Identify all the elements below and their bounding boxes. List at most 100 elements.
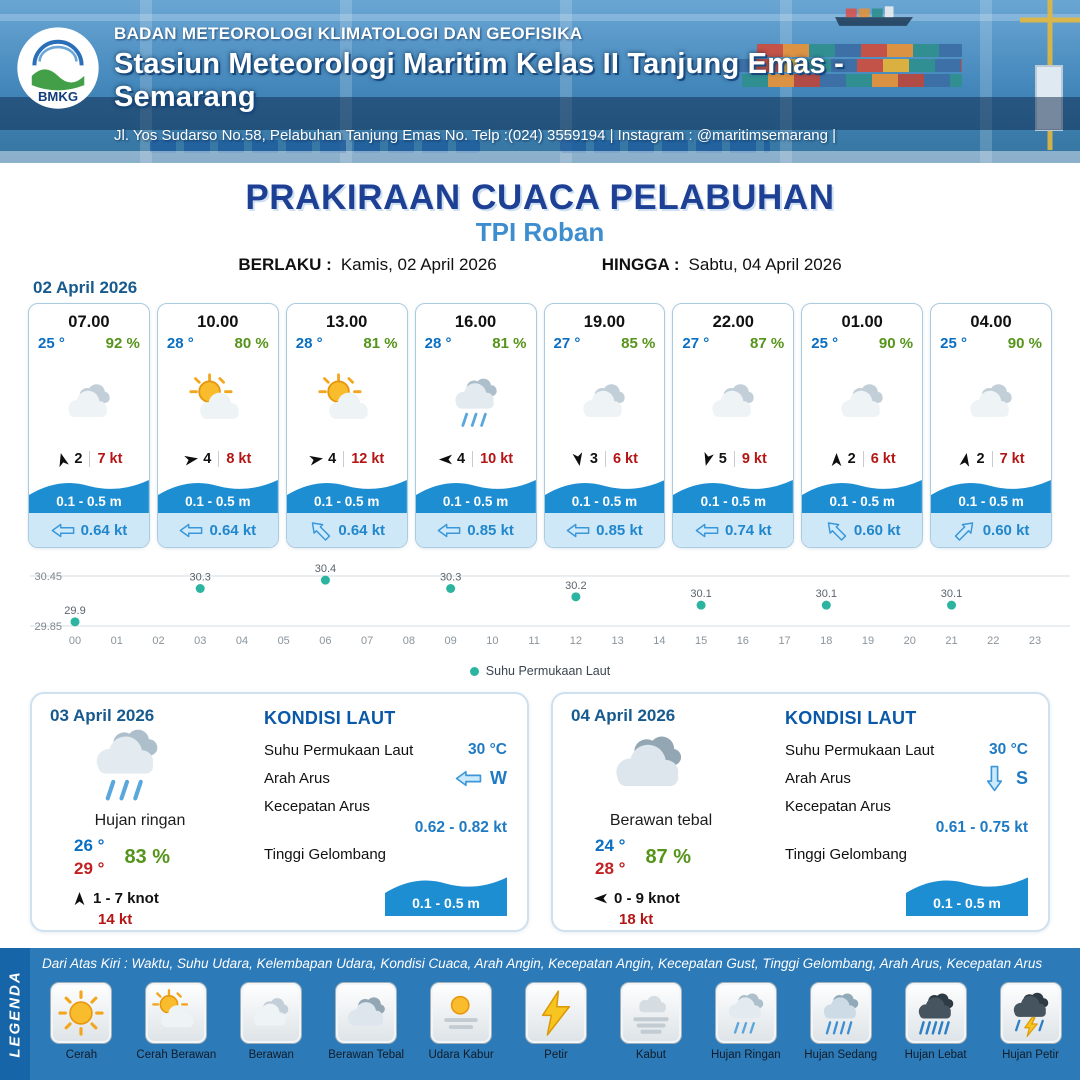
legend-weather-icon xyxy=(809,982,872,1044)
wind-speed: 4 xyxy=(203,451,212,467)
svg-text:12: 12 xyxy=(570,635,582,647)
current-direction-icon xyxy=(695,523,719,538)
svg-text:00: 00 xyxy=(69,635,81,647)
current-row: 0.74 kt xyxy=(673,513,794,547)
svg-text:10: 10 xyxy=(486,635,498,647)
current-direction-icon xyxy=(822,516,850,544)
current-speed-value: 0.61 - 0.75 kt xyxy=(935,819,1028,836)
legend-item: Hujan Ringan xyxy=(698,982,793,1061)
daily-weather-icon xyxy=(593,720,703,808)
temp-max: 29 ° xyxy=(74,859,105,878)
weather-icon xyxy=(931,352,1051,451)
daily-temps: 24 ° 28 ° 87 % xyxy=(595,836,691,879)
temp-humidity-row: 27 ° 87 % xyxy=(673,332,793,352)
wind-row: 2 6 kt xyxy=(802,451,922,473)
gust-speed: 8 kt xyxy=(226,451,252,467)
legend-weather-icon xyxy=(335,982,398,1044)
current-direction-icon xyxy=(951,516,979,544)
wave-height-label: Tinggi Gelombang xyxy=(785,846,908,863)
legend-item-label: Hujan Lebat xyxy=(904,1049,967,1061)
legend-side-band: LEGENDA xyxy=(0,948,30,1080)
daily-card: 04 April 2026 Berawan tebal 24 ° 28 ° 87… xyxy=(551,692,1050,932)
svg-text:06: 06 xyxy=(319,635,331,647)
daily-condition: Hujan ringan xyxy=(94,812,186,829)
temp-humidity-row: 25 ° 90 % xyxy=(802,332,922,352)
header-banner: BMKG BADAN METEOROLOGI KLIMATOLOGI DAN G… xyxy=(0,0,1080,163)
legend-item-label: Hujan Petir xyxy=(1002,1049,1059,1061)
current-direction-row: Arah Arus W xyxy=(264,768,507,789)
crane-art xyxy=(1020,0,1080,150)
legend-description: Dari Atas Kiri : Waktu, Suhu Udara, Kele… xyxy=(42,956,1043,971)
wave-height-value: 0.1 - 0.5 m xyxy=(933,895,1001,911)
svg-text:19: 19 xyxy=(862,635,874,647)
air-temperature: 28 ° xyxy=(295,335,323,352)
legend-item: Hujan Petir xyxy=(983,982,1078,1061)
svg-text:29.9: 29.9 xyxy=(64,605,85,617)
humidity: 81 % xyxy=(363,335,398,352)
legend-weather-icon xyxy=(430,982,493,1044)
wave-height: 0.1 - 0.5 m xyxy=(314,494,380,509)
temp-stack: 24 ° 28 ° xyxy=(595,836,625,879)
legend-strip: LEGENDA Dari Atas Kiri : Waktu, Suhu Uda… xyxy=(0,948,1080,1080)
temp-min: 24 ° xyxy=(595,836,626,855)
current-speed: 0.74 kt xyxy=(724,521,772,539)
wind-speed: 4 xyxy=(456,451,466,467)
current-speed-row: Kecepatan Arus 0.61 - 0.75 kt xyxy=(785,798,1028,837)
current-direction-row: Arah Arus S xyxy=(785,768,1028,789)
legend-item-label: Hujan Sedang xyxy=(804,1049,878,1061)
temp-stack: 26 ° 29 ° xyxy=(74,836,104,879)
svg-text:15: 15 xyxy=(695,635,707,647)
current-direction-value: S xyxy=(1015,768,1028,788)
gust-speed: 7 kt xyxy=(97,451,123,467)
temp-min: 26 ° xyxy=(74,836,105,855)
port-location: TPI Roban xyxy=(475,217,605,247)
temp-humidity-row: 25 ° 92 % xyxy=(29,332,149,352)
wave-height-value: 0.1 - 0.5 m xyxy=(412,895,480,911)
daily-humidity: 83 % xyxy=(124,846,171,868)
legend-item-label: Udara Kabur xyxy=(428,1049,494,1061)
current-speed-value: 0.62 - 0.82 kt xyxy=(414,819,507,836)
legend-weather-icon xyxy=(50,982,113,1044)
air-temperature: 27 ° xyxy=(682,335,710,352)
wave-height: 0.1 - 0.5 m xyxy=(571,494,638,509)
page-title: PRAKIRAAN CUACA PELABUHAN xyxy=(245,178,835,217)
header-art-beam xyxy=(0,14,1080,21)
wind-speed: 2 xyxy=(976,451,985,467)
weather-icon xyxy=(158,352,278,451)
sea-conditions: KONDISI LAUT Suhu Permukaan Laut 30 °C A… xyxy=(264,708,507,916)
current-speed: 0.85 kt xyxy=(467,521,514,539)
wave-height-graphic: 0.1 - 0.5 m xyxy=(906,870,1028,916)
time-label: 19.00 xyxy=(583,313,626,331)
hourly-card: 22.00 27 ° 87 % 5 9 kt 0.1 - 0.5 m 0.74 … xyxy=(672,303,795,548)
divider xyxy=(733,451,735,467)
sea-conditions: KONDISI LAUT Suhu Permukaan Laut 30 °C A… xyxy=(785,708,1028,916)
wave-height-band: 0.1 - 0.5 m xyxy=(673,473,794,513)
wave-height-band: 0.1 - 0.5 m xyxy=(286,473,407,513)
legend-item: Udara Kabur xyxy=(414,982,509,1061)
time-label: 16.00 xyxy=(454,313,497,331)
wind-direction-icon xyxy=(183,450,200,467)
svg-text:23: 23 xyxy=(1029,635,1041,647)
sst-value: 30 °C xyxy=(468,741,507,758)
hourly-forecast-row: 07.00 25 ° 92 % 2 7 kt 0.1 - 0.5 m 0.64 … xyxy=(28,303,1052,548)
svg-text:17: 17 xyxy=(778,635,790,647)
daily-date: 04 April 2026 xyxy=(571,706,676,725)
legend-item-label: Berawan Tebal xyxy=(328,1049,405,1061)
wind-row: 4 8 kt xyxy=(158,451,278,473)
temp-humidity-row: 28 ° 80 % xyxy=(158,332,278,352)
hourly-card: 19.00 27 ° 85 % 3 6 kt 0.1 - 0.5 m 0.85 … xyxy=(543,303,666,548)
station-name: Stasiun Meteorologi Maritim Kelas II Tan… xyxy=(114,48,844,113)
legend-item: Berawan xyxy=(224,982,319,1061)
time-label: 13.00 xyxy=(326,313,368,331)
legend-weather-icon xyxy=(619,982,682,1044)
time-label: 10.00 xyxy=(197,313,239,331)
legend-item: Cerah xyxy=(34,982,129,1061)
wind-row: 4 12 kt xyxy=(287,451,407,473)
valid-from: BERLAKU : Kamis, 02 April 2026 xyxy=(238,255,496,275)
current-direction-icon xyxy=(179,523,203,538)
temp-max: 28 ° xyxy=(595,859,626,878)
svg-text:22: 22 xyxy=(987,635,999,647)
weather-icon xyxy=(673,352,793,451)
hourly-card: 04.00 25 ° 90 % 2 7 kt 0.1 - 0.5 m 0.60 … xyxy=(930,303,1052,548)
current-direction: S xyxy=(981,768,1028,789)
